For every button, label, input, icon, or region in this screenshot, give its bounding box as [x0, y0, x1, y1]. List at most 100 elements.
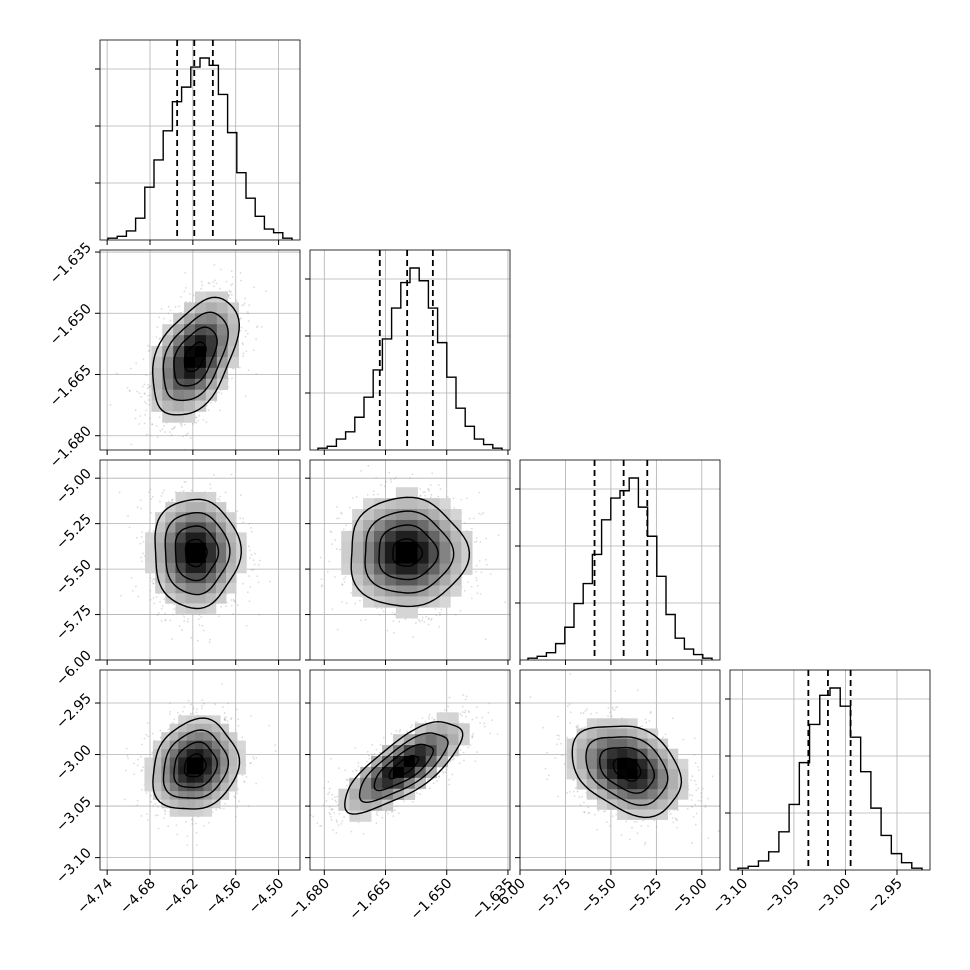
scatter-point — [153, 602, 156, 605]
scatter-point — [476, 584, 479, 587]
scatter-point — [141, 531, 144, 534]
scatter-point — [239, 272, 242, 274]
density-cell — [226, 532, 237, 543]
density-cell — [384, 541, 397, 554]
scatter-point — [435, 614, 438, 616]
density-cell — [184, 400, 196, 412]
scatter-point — [475, 540, 478, 543]
scatter-point — [141, 385, 144, 388]
density-cell — [352, 552, 364, 564]
contour-line — [174, 525, 220, 582]
density-cell — [395, 509, 408, 521]
scatter-point — [227, 509, 230, 512]
density-cell — [373, 519, 386, 532]
density-cell — [155, 522, 166, 533]
scatter-point — [393, 477, 396, 480]
scatter-point — [164, 612, 166, 615]
scatter-point — [479, 593, 482, 595]
density-cell — [173, 346, 185, 358]
scatter-point — [393, 612, 396, 615]
density-cell — [205, 302, 218, 314]
histogram-2 — [515, 459, 721, 661]
density-cell — [373, 509, 386, 521]
density-cell — [352, 563, 364, 575]
density-cell — [175, 491, 186, 503]
scatter-point — [345, 602, 348, 605]
scatter-point — [251, 530, 253, 533]
density-cell — [175, 532, 186, 543]
scatter-point — [169, 431, 171, 434]
scatter-point — [478, 559, 481, 562]
density-cell — [205, 572, 217, 584]
grid-lines — [730, 670, 930, 870]
density-cell — [195, 542, 207, 554]
density-cell — [215, 583, 227, 594]
density-cell — [417, 519, 429, 532]
scatter-point — [379, 484, 382, 486]
density-cell — [185, 562, 197, 574]
density-cell — [151, 389, 163, 401]
scatter-point — [151, 423, 154, 425]
density-cell — [352, 509, 364, 521]
scatter-point — [419, 488, 422, 491]
scatter-point — [253, 563, 256, 566]
scatter-point — [218, 391, 221, 394]
scatter-point — [246, 311, 249, 313]
scatter-point — [186, 844, 189, 847]
scatter-point — [129, 367, 132, 370]
density-cell — [173, 313, 185, 325]
density-cell — [162, 389, 174, 401]
scatter-point — [198, 613, 201, 616]
scatter-point — [329, 530, 332, 533]
scatter-point — [225, 280, 228, 283]
density-cell — [155, 572, 166, 584]
density-cell — [450, 552, 462, 564]
scatter-point — [149, 589, 152, 592]
scatter-point — [167, 305, 170, 308]
scatter-point — [247, 545, 250, 548]
scatter-point — [233, 600, 236, 603]
density-cell — [236, 562, 247, 574]
scatter-point — [184, 286, 187, 289]
scatter-point — [419, 494, 422, 497]
density-cell — [341, 541, 353, 554]
scatter-point — [358, 599, 361, 602]
density-cell — [205, 356, 218, 369]
scatter-point — [171, 638, 173, 640]
scatter-point — [157, 805, 159, 808]
scatter-point — [143, 400, 146, 403]
density-cell — [461, 552, 473, 564]
density-cell — [226, 562, 237, 574]
panel-frame — [519, 459, 721, 661]
density-cell — [406, 574, 418, 586]
scatter-point — [159, 729, 162, 732]
scatter-point — [232, 613, 235, 615]
scatter-point — [351, 497, 354, 499]
scatter-point — [126, 386, 129, 389]
density-cell — [145, 562, 156, 574]
density-cell — [155, 532, 166, 543]
panel-frame — [99, 249, 301, 451]
scatter-point — [475, 576, 478, 579]
scatter-point — [256, 325, 259, 327]
density-cell — [162, 324, 174, 336]
density-cell — [184, 356, 196, 369]
scatter-point — [219, 268, 222, 271]
scatter-point — [471, 597, 473, 600]
scatter-point — [197, 618, 200, 621]
scatter-point — [126, 755, 129, 757]
density-cell — [162, 378, 174, 390]
scatter-point — [430, 617, 433, 620]
scatter-point — [201, 699, 204, 702]
density-cell — [155, 583, 166, 594]
scatter-point — [208, 641, 211, 644]
density-cell — [185, 552, 197, 564]
density-cell — [195, 552, 207, 564]
scatter-point — [120, 594, 122, 597]
scatter-point — [341, 583, 344, 586]
density-cell — [162, 356, 174, 369]
scatter-point — [252, 349, 255, 352]
scatter-point — [230, 718, 232, 721]
scatter-point — [135, 536, 138, 539]
scatter-point — [145, 374, 148, 377]
